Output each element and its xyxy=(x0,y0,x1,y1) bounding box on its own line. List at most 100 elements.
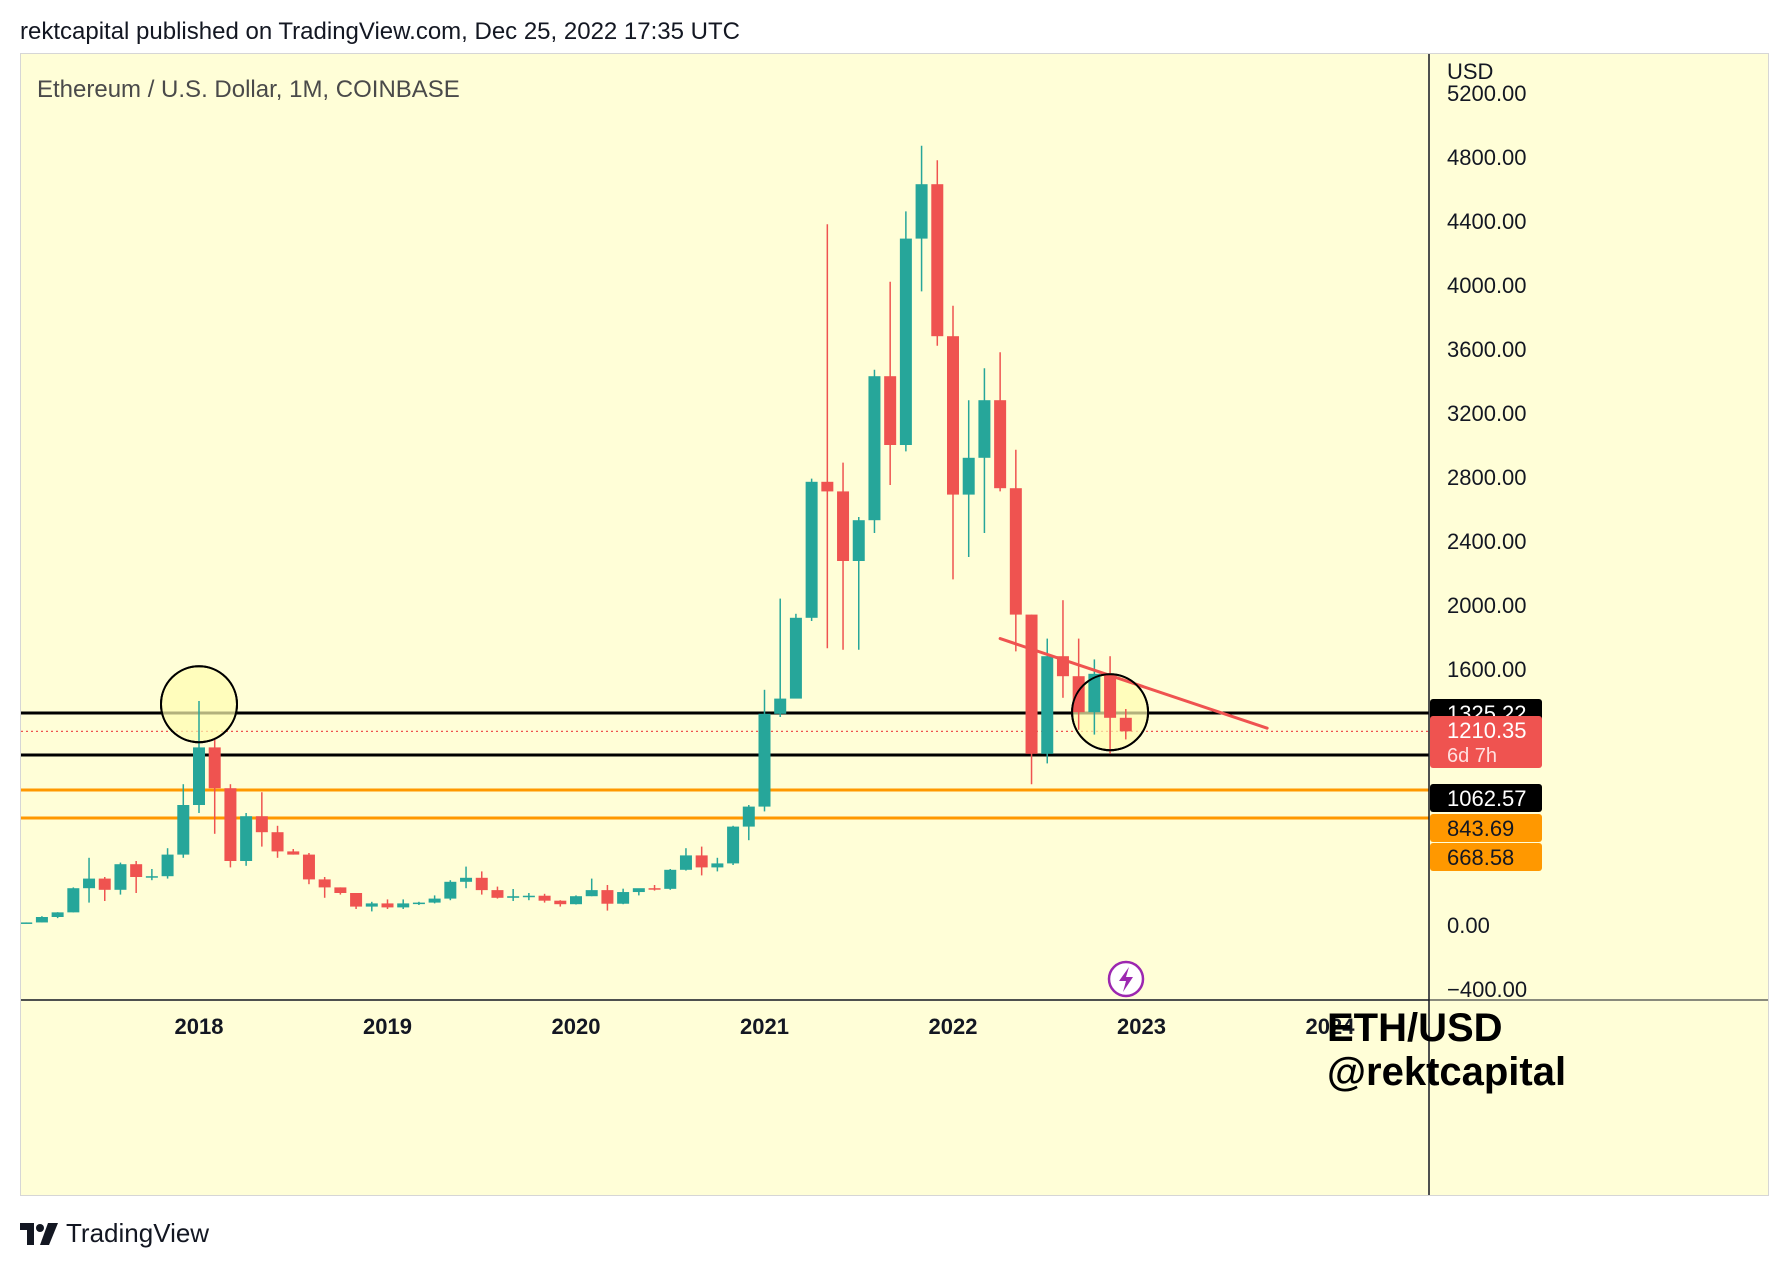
candle-2018-01 xyxy=(193,701,205,813)
candle-2017-12 xyxy=(177,784,190,858)
candlestick-chart[interactable]: USD −400.000.00400.00800.001200.001600.0… xyxy=(21,54,1769,1196)
lightning-icon[interactable] xyxy=(1107,960,1145,998)
candle-2020-02 xyxy=(585,878,598,897)
footer[interactable]: TradingView xyxy=(20,1218,209,1249)
candle-body-2018-08 xyxy=(302,854,315,880)
candle-2019-09 xyxy=(507,889,520,901)
candle-2019-04 xyxy=(428,895,441,904)
candle-2018-10 xyxy=(334,887,347,895)
candle-body-2020-07 xyxy=(664,869,677,889)
candle-2021-02 xyxy=(774,598,787,717)
candle-body-2020-08 xyxy=(679,855,692,870)
candle-body-2017-06 xyxy=(83,878,96,889)
candle-2018-04 xyxy=(240,813,253,866)
candle-body-2017-09 xyxy=(130,864,143,877)
candle-body-2022-03 xyxy=(978,400,991,458)
candle-2021-01 xyxy=(758,689,771,812)
candle-body-2018-09 xyxy=(318,879,331,888)
candle-body-2022-12 xyxy=(1119,717,1132,732)
price-tick-2000-00: 2000.00 xyxy=(1447,593,1527,618)
candle-2017-10 xyxy=(145,869,158,881)
price-tick-5200-00: 5200.00 xyxy=(1447,81,1527,106)
time-tick-2023: 2023 xyxy=(1117,1014,1166,1039)
candle-2018-09 xyxy=(318,877,331,898)
candle-2020-08 xyxy=(679,848,692,871)
candle-2020-03 xyxy=(601,885,614,911)
candle-body-2019-09 xyxy=(507,896,520,898)
candle-body-2018-06 xyxy=(271,832,284,852)
chart-panel[interactable]: USD −400.000.00400.00800.001200.001600.0… xyxy=(20,53,1769,1196)
candle-body-2022-02 xyxy=(962,457,975,495)
candle-2020-05 xyxy=(632,888,645,896)
candle-2017-06 xyxy=(83,857,96,903)
watermark-line-2: @rektcapital xyxy=(1327,1050,1567,1094)
time-tick-2022: 2022 xyxy=(929,1014,978,1039)
candle-body-2021-04 xyxy=(805,481,818,618)
candle-2022-01 xyxy=(947,305,959,580)
candle-2022-05 xyxy=(1009,449,1022,652)
candle-body-2022-04 xyxy=(994,400,1007,489)
candle-2019-07 xyxy=(475,871,488,895)
candle-2018-03 xyxy=(224,784,237,868)
candle-2022-07 xyxy=(1041,638,1054,764)
candle-body-2021-07 xyxy=(852,520,865,561)
candle-body-2020-03 xyxy=(601,890,614,904)
countdown-text: 6d 7h xyxy=(1447,745,1497,767)
candle-2020-07 xyxy=(664,869,677,890)
candle-body-2021-05 xyxy=(821,481,834,492)
candle-body-2019-03 xyxy=(412,902,425,905)
candle-body-2019-11 xyxy=(538,895,551,901)
tradingview-brand[interactable]: TradingView xyxy=(66,1218,210,1248)
candle-body-2021-02 xyxy=(774,698,787,714)
candle-2021-04 xyxy=(805,478,818,621)
candle-2017-02 xyxy=(21,922,33,924)
candle-2019-05 xyxy=(444,880,457,901)
candle-2019-03 xyxy=(412,901,425,905)
candle-2017-05 xyxy=(67,887,80,913)
candle-2022-04 xyxy=(994,352,1007,492)
candle-2022-12 xyxy=(1119,709,1132,740)
candle-2017-03 xyxy=(35,916,48,923)
candle-body-2020-12 xyxy=(742,806,755,827)
time-tick-2021: 2021 xyxy=(740,1014,789,1039)
candle-body-2020-05 xyxy=(632,888,645,893)
price-tag-1062-57: 1062.57 xyxy=(1430,784,1542,812)
candles xyxy=(21,145,1132,924)
candle-body-2019-07 xyxy=(475,877,488,891)
candle-2021-06 xyxy=(837,462,850,650)
price-tick-4400-00: 4400.00 xyxy=(1447,209,1527,234)
symbol-title: Ethereum / U.S. Dollar, 1M, COINBASE xyxy=(37,76,460,103)
candle-body-2017-04 xyxy=(51,912,64,917)
price-tick-2400-00: 2400.00 xyxy=(1447,529,1527,554)
candle-2019-10 xyxy=(522,893,535,901)
candle-body-2020-02 xyxy=(585,890,598,897)
candle-body-2017-12 xyxy=(177,805,190,855)
candle-body-2018-07 xyxy=(287,851,300,855)
candle-2017-08 xyxy=(114,862,127,895)
candle-body-2018-02 xyxy=(208,747,221,789)
price-tick-3600-00: 3600.00 xyxy=(1447,337,1527,362)
candle-2020-06 xyxy=(648,885,661,891)
candle-2018-08 xyxy=(302,853,315,885)
candle-2020-01 xyxy=(570,895,582,905)
candle-body-2021-09 xyxy=(884,376,897,445)
candle-2021-11 xyxy=(915,145,928,292)
price-tag-text-843-69: 843.69 xyxy=(1447,816,1514,841)
candle-body-2018-10 xyxy=(334,887,347,893)
candle-2017-11 xyxy=(161,848,174,879)
candle-body-2020-06 xyxy=(648,888,661,890)
time-tick-2019: 2019 xyxy=(363,1014,412,1039)
candle-2021-07 xyxy=(852,517,865,650)
candle-body-2021-06 xyxy=(837,491,850,561)
candle-2021-08 xyxy=(868,369,881,533)
candle-body-2022-01 xyxy=(947,336,959,495)
time-tick-2024: 2024 xyxy=(1306,1014,1356,1039)
price-tick-4000-00: 4000.00 xyxy=(1447,273,1527,298)
drawings xyxy=(160,637,1269,752)
candle-2021-12 xyxy=(931,160,944,346)
candle-body-2019-06 xyxy=(460,877,473,882)
price-tag-text-1062-57: 1062.57 xyxy=(1447,786,1527,811)
candle-body-2019-08 xyxy=(491,890,504,898)
